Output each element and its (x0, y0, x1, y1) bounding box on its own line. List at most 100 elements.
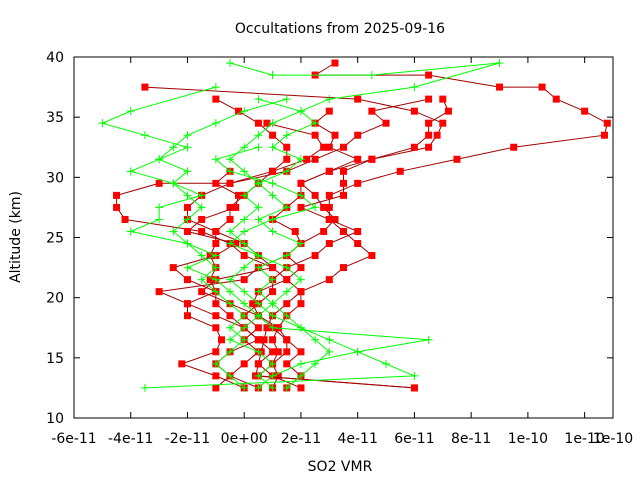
data-point (254, 360, 262, 368)
data-point (410, 384, 418, 392)
data-point (263, 324, 271, 332)
data-point (178, 360, 186, 368)
data-point (269, 167, 277, 175)
data-point (283, 348, 291, 356)
data-point (496, 83, 504, 91)
x-tick-label: 4e-11 (337, 431, 377, 447)
data-point (212, 312, 220, 320)
data-point (296, 191, 305, 200)
data-point (226, 155, 235, 164)
data-point (183, 191, 192, 200)
data-point (283, 336, 291, 344)
data-point (425, 95, 433, 103)
data-point (254, 131, 263, 140)
data-point (211, 83, 220, 92)
data-point (254, 215, 263, 224)
data-point (367, 71, 376, 80)
data-point (291, 227, 299, 235)
data-point (240, 323, 249, 332)
data-point (254, 371, 263, 380)
y-axis-label: Altitude (km) (8, 191, 24, 283)
data-point (297, 384, 305, 392)
data-point (297, 300, 305, 308)
data-point (226, 371, 235, 380)
data-point (126, 167, 135, 176)
data-point (226, 179, 234, 187)
data-point (240, 287, 249, 296)
data-point (254, 95, 263, 104)
data-point (206, 252, 214, 260)
data-point (354, 227, 362, 235)
data-point (254, 287, 263, 296)
data-point (297, 288, 305, 296)
data-point (254, 299, 263, 308)
data-point (254, 143, 263, 152)
data-point (340, 167, 347, 175)
data-point (425, 71, 433, 79)
data-point (368, 252, 376, 260)
data-point (410, 371, 419, 380)
plot-area (98, 59, 611, 392)
data-point (235, 191, 243, 199)
data-point (340, 264, 347, 272)
data-point (303, 155, 311, 163)
data-point (254, 203, 263, 212)
data-point (296, 239, 305, 248)
data-point (297, 348, 305, 356)
data-point (226, 227, 235, 236)
data-point (325, 167, 333, 175)
data-point (353, 347, 362, 356)
data-point (510, 143, 518, 151)
data-point (249, 300, 257, 308)
data-point (354, 95, 362, 103)
data-point (311, 155, 319, 163)
data-point (232, 240, 240, 248)
data-point (340, 191, 347, 199)
data-point (240, 239, 249, 248)
data-point (424, 335, 433, 344)
data-point (226, 239, 235, 248)
data-point (240, 143, 249, 152)
data-point (552, 95, 560, 103)
series-1 (98, 59, 504, 392)
data-point (240, 263, 249, 272)
data-point (325, 191, 333, 199)
y-tick-label: 35 (46, 110, 64, 126)
x-tick-label: -2e-11 (165, 431, 210, 447)
data-point (197, 203, 206, 212)
data-point (169, 143, 178, 152)
data-point (197, 251, 206, 260)
x-tick-label: -6e-11 (51, 431, 96, 447)
data-point (268, 71, 277, 80)
data-point (325, 143, 333, 151)
chart-title: Occultations from 2025-09-16 (235, 21, 445, 37)
data-point (268, 215, 277, 224)
y-tick-label: 20 (46, 291, 64, 307)
data-point (226, 323, 235, 332)
data-point (325, 215, 333, 223)
data-point (382, 359, 391, 368)
data-point (354, 131, 362, 139)
data-point (226, 203, 234, 211)
data-point (226, 347, 235, 356)
data-point (155, 155, 164, 164)
data-point (260, 336, 268, 344)
data-point (268, 383, 277, 392)
data-point (155, 215, 164, 224)
data-point (354, 240, 362, 248)
data-point (226, 167, 235, 176)
data-point (283, 143, 291, 151)
data-point (269, 288, 277, 296)
data-point (282, 263, 291, 272)
data-point (410, 83, 419, 92)
y-tick-label: 10 (46, 411, 64, 427)
data-point (296, 107, 305, 116)
data-point (274, 372, 282, 380)
data-point (211, 263, 220, 272)
data-point (340, 227, 347, 235)
data-point (212, 324, 220, 332)
data-point (274, 348, 282, 356)
data-point (240, 252, 248, 260)
x-tick-label: 1e-10 (593, 431, 633, 447)
